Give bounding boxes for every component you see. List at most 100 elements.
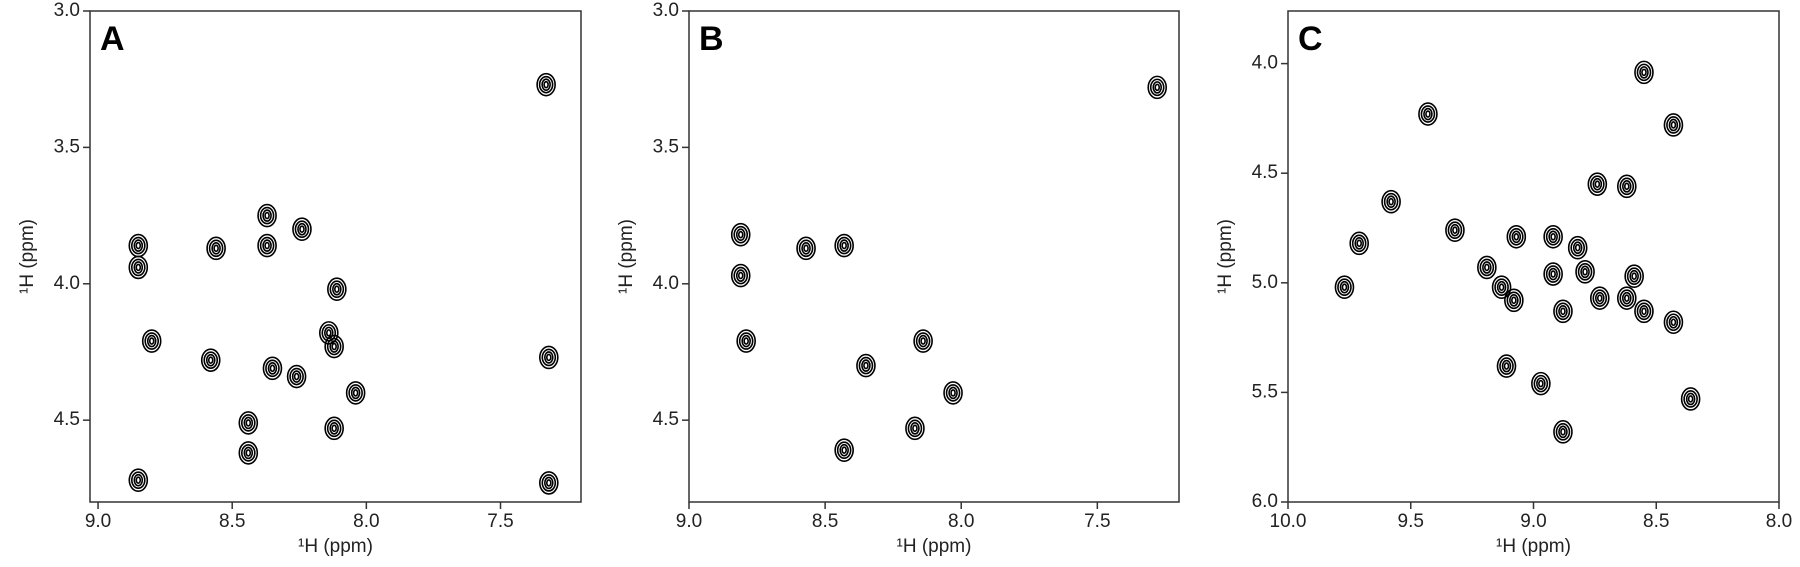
peak <box>1418 102 1438 126</box>
contour <box>539 345 559 370</box>
contour <box>211 242 221 255</box>
peak <box>1634 60 1654 85</box>
contour <box>1149 78 1165 97</box>
contour <box>541 78 551 91</box>
contour <box>1511 296 1517 305</box>
contour <box>733 266 749 285</box>
y-tick-label: 4.0 <box>653 273 679 294</box>
contour <box>1496 354 1517 378</box>
peak <box>327 277 347 302</box>
contour <box>331 424 337 433</box>
x-axis-label: ¹H (ppm) <box>298 536 373 557</box>
contour <box>1423 107 1433 121</box>
contour <box>1560 307 1566 316</box>
contour <box>1639 66 1649 79</box>
contour <box>950 389 956 397</box>
contour <box>841 446 847 454</box>
contour <box>257 203 277 228</box>
peak <box>905 416 925 441</box>
peak <box>1496 354 1517 378</box>
panel: 10.0 9.5 9.0 8.5 8.0 4.0 4.5 5.0 5.5 6.0 ¹H (ppm) ¹… <box>1215 10 1792 557</box>
contour <box>1572 241 1583 255</box>
contour <box>1482 261 1492 274</box>
contour <box>1687 395 1694 403</box>
contour <box>133 473 144 487</box>
contour <box>1506 291 1522 310</box>
contour <box>1452 226 1458 234</box>
contour <box>135 476 142 484</box>
contour <box>1616 286 1637 310</box>
contour <box>262 356 283 381</box>
contour <box>913 329 933 353</box>
contour <box>1339 280 1350 294</box>
contour <box>738 332 754 350</box>
contour <box>1668 118 1679 132</box>
contour <box>1619 177 1635 196</box>
contour <box>945 384 961 402</box>
contour <box>743 337 749 345</box>
contour <box>203 351 219 369</box>
contour <box>297 222 307 236</box>
peak <box>1553 420 1573 444</box>
contour <box>1445 218 1465 242</box>
contour <box>1337 278 1352 296</box>
contour <box>259 236 275 255</box>
contour <box>1574 243 1581 252</box>
y-tick-label: 3.0 <box>54 0 80 21</box>
peak <box>1553 299 1573 324</box>
contour <box>294 220 310 239</box>
peak <box>292 217 312 242</box>
peak <box>1504 288 1524 313</box>
contour <box>943 381 963 405</box>
contour <box>200 348 221 372</box>
contour <box>736 329 756 353</box>
contour <box>730 263 751 288</box>
contour <box>1496 280 1507 294</box>
contour <box>1533 374 1549 393</box>
peak <box>856 353 876 378</box>
contour <box>1666 116 1681 134</box>
contour <box>1501 359 1512 373</box>
peak <box>796 236 816 261</box>
contour <box>798 239 814 258</box>
peak <box>128 468 149 492</box>
contour <box>1629 269 1639 283</box>
contour <box>1509 227 1524 246</box>
contour <box>1479 258 1495 277</box>
contour <box>1356 239 1362 248</box>
peak <box>1567 235 1588 260</box>
contour <box>1545 265 1561 283</box>
contour <box>1666 313 1681 332</box>
peak <box>1543 224 1563 249</box>
panel: 9.0 8.5 8.0 7.5 3.0 3.5 4.0 4.5 ¹H (ppm) ¹H (ppm)… <box>616 0 1180 557</box>
contour <box>1349 231 1369 256</box>
contour <box>905 416 925 441</box>
contour <box>1536 377 1546 390</box>
peak <box>206 236 226 261</box>
contour <box>243 446 254 460</box>
contour <box>241 444 256 462</box>
contour <box>1388 197 1394 206</box>
contour <box>1592 177 1603 191</box>
contour <box>538 75 554 94</box>
contour <box>264 241 270 250</box>
peak <box>730 222 751 247</box>
contour <box>1685 392 1696 406</box>
x-tick-label: 8.5 <box>219 511 245 532</box>
contour <box>1386 195 1396 209</box>
peak <box>730 263 751 288</box>
contour <box>208 239 224 258</box>
contour <box>841 241 847 250</box>
contour <box>241 414 256 432</box>
x-tick-label: 8.0 <box>353 511 379 532</box>
contour <box>1575 260 1595 284</box>
plot-frame <box>1287 10 1780 503</box>
contour <box>1418 102 1438 126</box>
contour <box>329 340 339 353</box>
contour <box>135 263 142 272</box>
x-axis-label: ¹H (ppm) <box>897 536 972 557</box>
peak <box>128 233 149 258</box>
contour <box>286 364 307 389</box>
contour <box>1663 113 1684 137</box>
contour <box>541 348 557 367</box>
